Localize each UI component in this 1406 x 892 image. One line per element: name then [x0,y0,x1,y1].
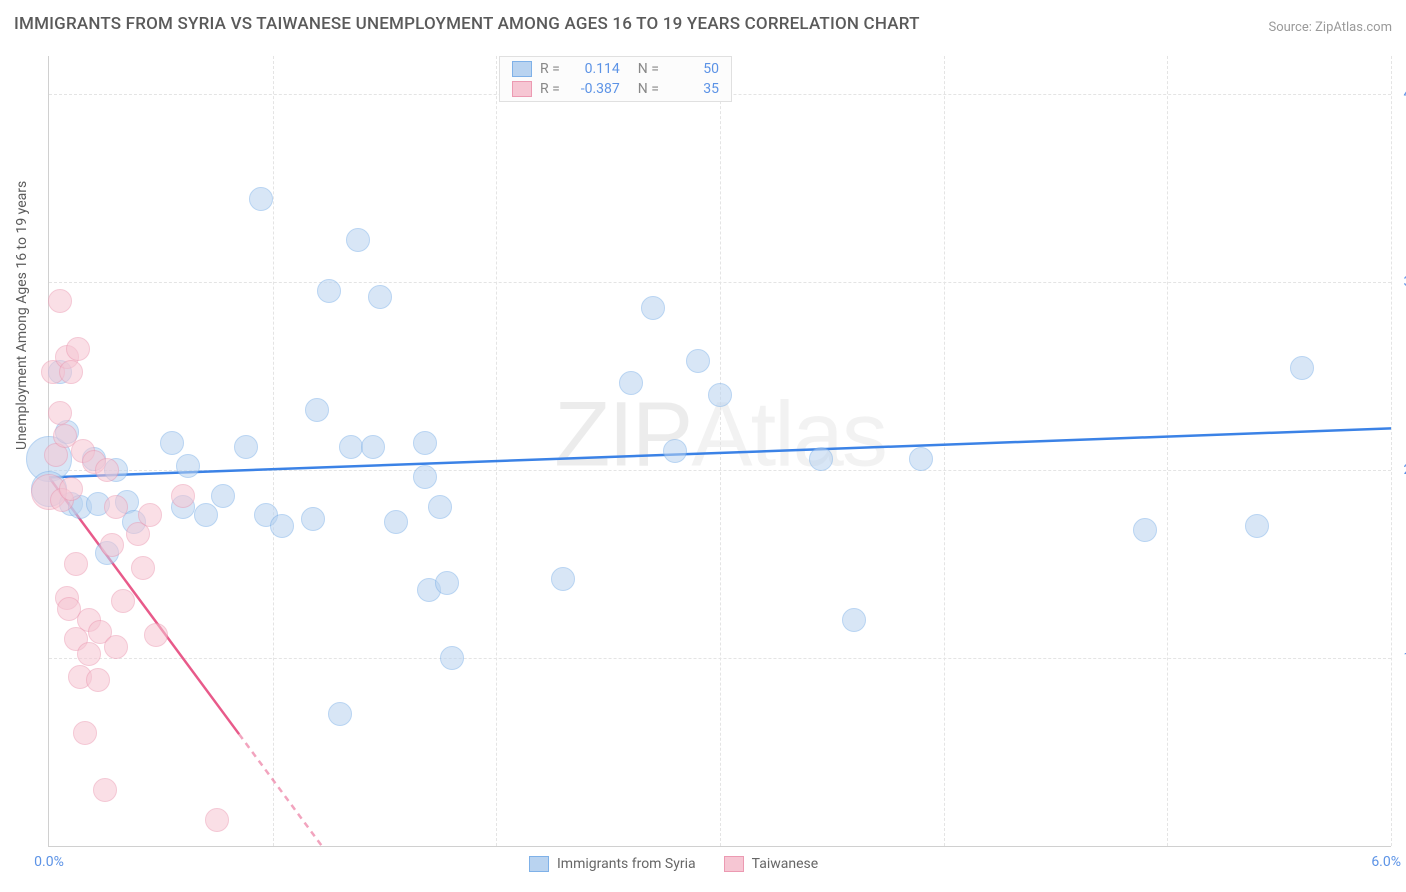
r-value: 0.114 [568,61,620,77]
data-point [361,435,385,459]
r-value: -0.387 [568,81,620,97]
n-label: N = [638,81,659,97]
data-point [194,503,218,527]
data-point [842,608,866,632]
data-point [48,289,72,313]
data-point [66,337,90,361]
data-point [663,439,687,463]
data-point [95,458,119,482]
y-tick-label: 10.0% [1396,650,1406,666]
data-point [301,507,325,531]
data-point [619,371,643,395]
r-label: R = [540,61,560,77]
data-point [909,447,933,471]
data-point [339,435,363,459]
gridline-v [944,56,945,846]
data-point [138,503,162,527]
data-point [435,571,459,595]
data-point [211,484,235,508]
data-point [64,552,88,576]
data-point [104,495,128,519]
correlation-legend-row: R = -0.387 N = 35 [500,79,731,99]
series-label: Taiwanese [752,856,819,872]
data-point [305,398,329,422]
data-point [368,285,392,309]
data-point [413,465,437,489]
data-point [131,556,155,580]
data-point [1290,356,1314,380]
data-point [249,187,273,211]
data-point [1133,518,1157,542]
data-point [100,533,124,557]
data-point [328,702,352,726]
data-point [59,477,83,501]
data-point [346,228,370,252]
data-point [428,495,452,519]
correlation-legend-row: R = 0.114 N = 50 [500,59,731,79]
y-tick-label: 30.0% [1396,274,1406,290]
legend-swatch [529,856,549,872]
series-label: Immigrants from Syria [557,856,696,872]
r-label: R = [540,81,560,97]
chart-title: IMMIGRANTS FROM SYRIA VS TAIWANESE UNEMP… [14,14,920,34]
data-point [86,668,110,692]
gridline-v [720,56,721,846]
data-point [176,454,200,478]
data-point [77,642,101,666]
data-point [686,349,710,373]
data-point [160,431,184,455]
legend-swatch [512,81,532,97]
data-point [59,360,83,384]
data-point [270,514,294,538]
data-point [413,431,437,455]
data-point [73,721,97,745]
data-point [440,646,464,670]
plot-area: ZIPAtlas 10.0%20.0%30.0%40.0%0.0%6.0%R =… [48,56,1391,847]
data-point [205,808,229,832]
data-point [1245,514,1269,538]
data-point [48,401,72,425]
x-tick-right: 6.0% [1371,854,1401,870]
y-axis-label: Unemployment Among Ages 16 to 19 years [14,181,30,450]
source-attribution: Source: ZipAtlas.com [1268,20,1392,35]
data-point [171,484,195,508]
gridline-v [1391,56,1392,846]
data-point [104,635,128,659]
n-value: 50 [667,61,719,77]
legend-swatch [512,61,532,77]
data-point [641,296,665,320]
series-legend: Immigrants from Syria Taiwanese [529,856,818,872]
data-point [111,589,135,613]
n-value: 35 [667,81,719,97]
gridline-v [496,56,497,846]
data-point [551,567,575,591]
series-legend-item: Taiwanese [724,856,819,872]
data-point [234,435,258,459]
correlation-legend: R = 0.114 N = 50 R = -0.387 N = 35 [499,56,732,102]
y-tick-label: 20.0% [1396,462,1406,478]
data-point [317,279,341,303]
n-label: N = [638,61,659,77]
data-point [809,447,833,471]
data-point [93,778,117,802]
data-point [384,510,408,534]
legend-swatch [724,856,744,872]
series-legend-item: Immigrants from Syria [529,856,696,872]
y-tick-label: 40.0% [1396,86,1406,102]
x-tick-left: 0.0% [34,854,64,870]
gridline-v [1167,56,1168,846]
data-point [708,383,732,407]
gridline-v [273,56,274,846]
data-point [144,623,168,647]
